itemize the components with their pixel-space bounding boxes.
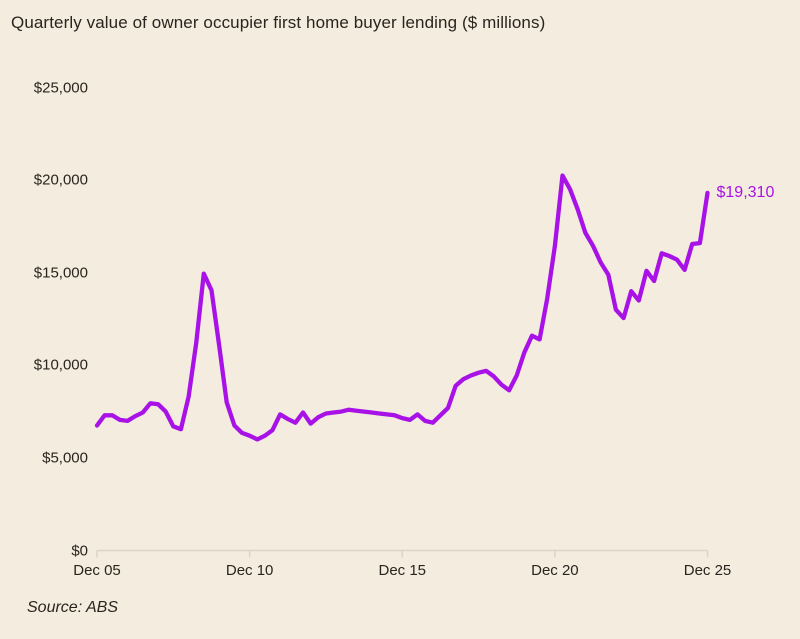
y-axis-tick-label: $5,000 bbox=[42, 449, 88, 467]
x-axis-tick-label: Dec 25 bbox=[683, 562, 732, 579]
latest-value-annotation: $19,310 bbox=[716, 183, 775, 201]
x-axis-tick-label: Dec 15 bbox=[378, 562, 427, 579]
source-note: Source: ABS bbox=[27, 599, 119, 616]
y-axis-tick-label: $0 bbox=[71, 542, 88, 559]
fhb-lending-line-series bbox=[94, 173, 710, 442]
y-axis-tick-label: $15,000 bbox=[33, 264, 88, 282]
chart-title: Quarterly value of owner occupier first … bbox=[11, 13, 546, 32]
x-axis-tick-label: Dec 20 bbox=[531, 562, 579, 579]
y-axis-tick-label: $20,000 bbox=[33, 171, 88, 189]
x-axis-tick-label: Dec 10 bbox=[225, 562, 274, 579]
y-axis-tick-label: $10,000 bbox=[33, 356, 88, 374]
x-axis-tick-label: Dec 05 bbox=[73, 562, 121, 579]
y-axis-tick-label: $25,000 bbox=[33, 79, 88, 96]
